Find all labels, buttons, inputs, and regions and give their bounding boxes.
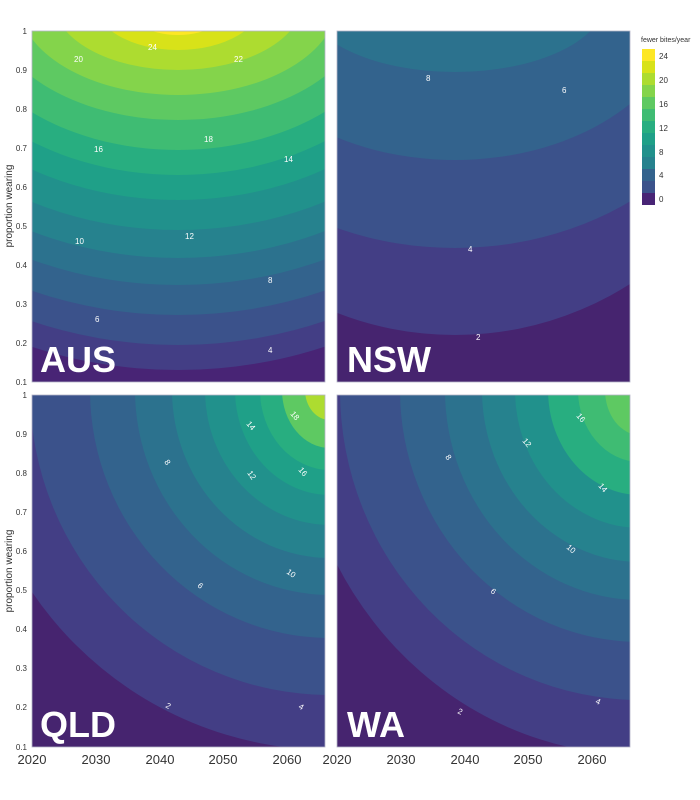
- panel-label-aus: AUS: [40, 339, 116, 380]
- svg-text:24: 24: [659, 52, 668, 61]
- svg-text:6: 6: [562, 86, 567, 95]
- y-axis-bottom: 1 0.9 0.8 0.7 0.6 0.5 0.4 0.3 0.2 0.1 pr…: [4, 391, 28, 752]
- svg-text:4: 4: [659, 171, 664, 180]
- svg-text:8: 8: [443, 453, 453, 462]
- svg-text:2: 2: [164, 701, 173, 711]
- svg-text:2040: 2040: [146, 752, 175, 767]
- panel-label-wa: WA: [347, 704, 405, 745]
- svg-text:0.5: 0.5: [16, 586, 28, 595]
- svg-text:12: 12: [185, 232, 194, 241]
- svg-text:2: 2: [456, 707, 464, 717]
- y-axis-label-bottom: proportion wearing: [4, 530, 15, 613]
- svg-text:0.3: 0.3: [16, 300, 28, 309]
- svg-text:0.7: 0.7: [16, 144, 28, 153]
- svg-text:14: 14: [284, 155, 293, 164]
- svg-text:22: 22: [234, 55, 243, 64]
- svg-text:2020: 2020: [18, 752, 47, 767]
- svg-text:0.6: 0.6: [16, 183, 28, 192]
- panel-label-qld: QLD: [40, 704, 116, 745]
- y-axis-top: 1 0.9 0.8 0.7 0.6 0.5 0.4 0.3 0.2 0.1 pr…: [4, 27, 28, 387]
- svg-text:2: 2: [476, 333, 481, 342]
- svg-text:2030: 2030: [387, 752, 416, 767]
- svg-text:0.4: 0.4: [16, 625, 28, 634]
- svg-text:6: 6: [489, 587, 499, 597]
- svg-text:2040: 2040: [451, 752, 480, 767]
- svg-text:0.6: 0.6: [16, 547, 28, 556]
- svg-text:2060: 2060: [578, 752, 607, 767]
- svg-text:8: 8: [426, 74, 431, 83]
- wa-contours: [337, 395, 630, 747]
- svg-text:0.1: 0.1: [16, 378, 28, 387]
- svg-text:8: 8: [162, 458, 172, 467]
- x-axis-right: 2020 2030 2040 2050 2060: [323, 752, 607, 767]
- svg-text:0.3: 0.3: [16, 664, 28, 673]
- x-axis-left: 2020 2030 2040 2050 2060: [18, 752, 302, 767]
- svg-text:1: 1: [23, 27, 28, 36]
- svg-text:1: 1: [23, 391, 28, 400]
- svg-text:16: 16: [659, 100, 668, 109]
- aus-contours: [32, 31, 325, 370]
- svg-text:0.1: 0.1: [16, 743, 28, 752]
- panel-label-nsw: NSW: [347, 339, 431, 380]
- svg-text:6: 6: [196, 581, 206, 591]
- svg-text:0.5: 0.5: [16, 222, 28, 231]
- wa-panel: 16 14 12 10 8 6 4 2 WA: [337, 395, 630, 747]
- aus-panel: 24 22 20 18 16 14 12 10 8 6 4 AUS: [32, 31, 325, 382]
- svg-text:0.2: 0.2: [16, 703, 28, 712]
- svg-text:0.8: 0.8: [16, 105, 28, 114]
- aus-contour-labels: 24 22 20 18 16 14 12 10 8 6 4: [74, 43, 293, 355]
- svg-text:2050: 2050: [514, 752, 543, 767]
- svg-text:0.9: 0.9: [16, 66, 28, 75]
- svg-text:18: 18: [204, 135, 213, 144]
- nsw-panel: 8 6 4 2 NSW: [337, 31, 630, 382]
- svg-text:0.8: 0.8: [16, 469, 28, 478]
- svg-text:20: 20: [659, 76, 668, 85]
- svg-text:0.4: 0.4: [16, 261, 28, 270]
- colorbar-title: fewer bites/year: [641, 37, 691, 44]
- svg-text:8: 8: [659, 148, 664, 157]
- nsw-contours: [337, 31, 630, 335]
- svg-text:12: 12: [659, 124, 668, 133]
- svg-text:8: 8: [268, 276, 273, 285]
- svg-text:6: 6: [95, 315, 100, 324]
- svg-text:16: 16: [94, 145, 103, 154]
- svg-text:24: 24: [148, 43, 157, 52]
- svg-text:20: 20: [74, 55, 83, 64]
- svg-text:2030: 2030: [82, 752, 111, 767]
- y-axis-label-top: proportion wearing: [4, 165, 15, 248]
- svg-text:2020: 2020: [323, 752, 352, 767]
- svg-text:4: 4: [594, 697, 602, 707]
- svg-text:0.2: 0.2: [16, 339, 28, 348]
- nsw-contour-labels: 8 6 4 2: [426, 74, 567, 342]
- svg-text:2060: 2060: [273, 752, 302, 767]
- svg-text:2050: 2050: [209, 752, 238, 767]
- svg-text:0.9: 0.9: [16, 430, 28, 439]
- svg-text:4: 4: [297, 702, 306, 712]
- qld-panel: 18 16 14 12 10 8 6 4 2 QLD: [32, 395, 325, 747]
- svg-text:10: 10: [75, 237, 84, 246]
- colorbar: fewer bites/year 24 20 16 12 8 4 0: [641, 37, 691, 205]
- qld-contours: [32, 395, 325, 747]
- svg-text:0.7: 0.7: [16, 508, 28, 517]
- svg-text:0: 0: [659, 195, 664, 204]
- svg-text:4: 4: [268, 346, 273, 355]
- svg-text:4: 4: [468, 245, 473, 254]
